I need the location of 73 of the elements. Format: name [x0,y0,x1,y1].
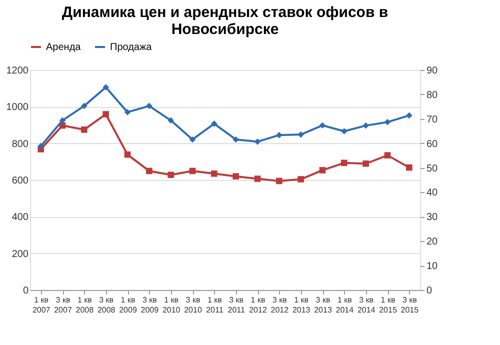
y2-tick-label: 90 [426,66,438,76]
point [124,109,131,116]
point [102,84,109,90]
x-tick-label: 1 кв 2011 [206,296,224,314]
point [384,152,391,158]
point [298,131,304,138]
point [211,170,218,177]
y-tick-label: 200 [12,248,29,260]
point [341,160,348,166]
point [254,138,261,145]
point [362,122,369,129]
point [362,160,369,167]
x-tick-label: 1 кв 2015 [379,296,398,314]
point [341,128,348,134]
x-tick-label: 1 кв 2010 [162,296,181,314]
text: Динамика цен и арендных ставок офисов в [62,4,388,21]
x-tick-label: 3 кв 2015 [400,296,420,314]
point [232,136,239,143]
point [102,111,109,118]
point [38,142,44,150]
point [189,136,196,143]
point [189,168,196,174]
point [254,176,261,182]
point [319,167,326,174]
point [81,126,88,133]
x-tick-label: 3 кв 2012 [270,296,290,314]
point [319,122,326,129]
x-tick-label: 3 кв 2007 [54,296,72,314]
x-tick-label: 3 кв 2011 [228,296,246,314]
y-tick-label: 600 [12,176,29,186]
point [124,151,131,158]
point [211,120,218,127]
x-tick-label: 3 кв 2009 [140,296,160,314]
y-tick-label: 800 [12,138,29,150]
point [298,176,304,182]
point [276,132,282,138]
y2-tick-label: 60 [426,138,438,150]
y2-tick-label: 80 [426,90,438,101]
y-tick-label: 1000 [6,102,29,114]
x-tick-label: 1 кв 2007 [32,296,51,314]
y2-tick-label: 0 [426,286,432,296]
x-tick-label: 1 кв 2013 [292,296,311,314]
point [146,102,152,110]
point [406,164,412,171]
point [168,172,174,178]
point [146,168,152,174]
x-tick-label: 1 кв 2012 [249,296,268,314]
y2-tick-label: 20 [426,236,438,248]
point [406,112,412,119]
x-tick-label: 3 кв 2008 [97,296,116,314]
x-tick-label: 1 кв 2009 [119,296,138,314]
y-tick-label: 400 [12,212,29,224]
x-tick-label: 3 кв 2013 [314,296,332,314]
y2-tick-label: 10 [426,261,438,272]
legend-label: Аренда [46,42,82,53]
point [168,117,174,124]
x-tick-label: 3 кв 2014 [357,296,376,314]
y-tick-label: 0 [22,286,29,296]
point [384,118,391,126]
y2-tick-label: 30 [426,212,438,224]
legend-label: Продажа [110,42,152,53]
point [59,117,66,124]
x-tick-label: 1 кв 2014 [336,296,354,314]
y2-tick-label: 50 [426,163,438,174]
point [276,178,282,184]
y2-tick-label: 70 [426,114,438,126]
text: Новосибирске [171,21,279,38]
x-tick-label: 3 кв 2010 [184,296,202,314]
point [81,102,88,110]
y2-tick-label: 40 [426,188,438,199]
y-tick-label: 1200 [6,66,29,76]
x-tick-label: 1 кв 2008 [76,296,94,314]
point [232,173,239,180]
